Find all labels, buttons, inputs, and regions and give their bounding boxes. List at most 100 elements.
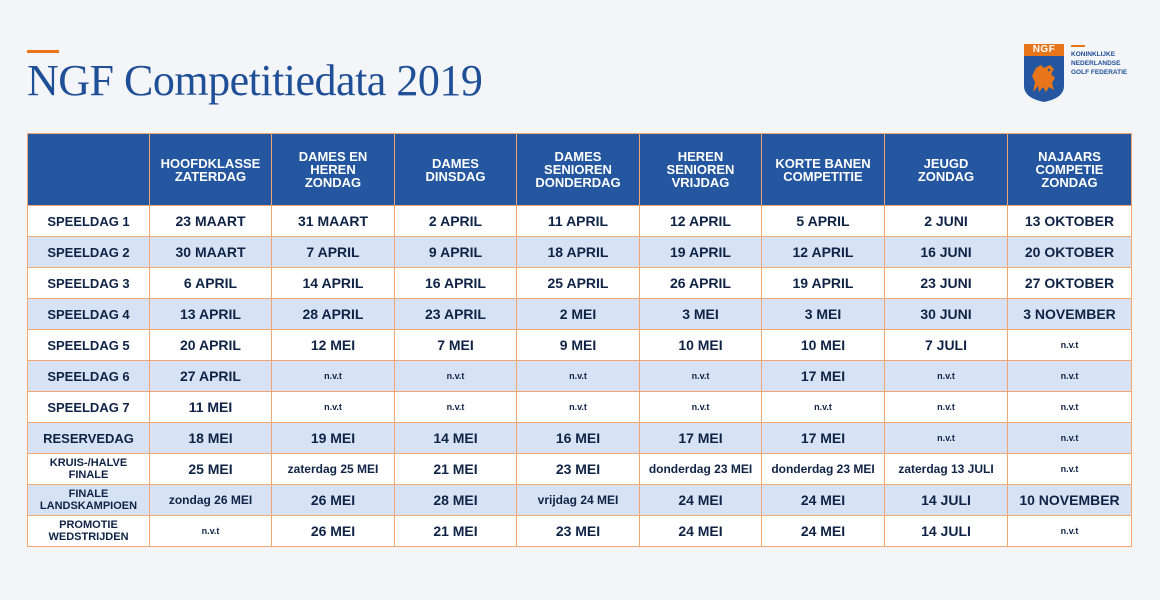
logo-line-3: GOLF FEDERATIE bbox=[1071, 69, 1128, 76]
row-header-cell: KRUIS-/HALVE FINALE bbox=[27, 453, 150, 485]
table-cell: 18 APRIL bbox=[516, 236, 640, 268]
table-cell: 16 MEI bbox=[516, 422, 640, 454]
table-cell: 16 APRIL bbox=[394, 267, 517, 299]
table-cell: 14 JULI bbox=[884, 515, 1008, 547]
table-cell: 19 APRIL bbox=[639, 236, 762, 268]
table-cell: 20 OKTOBER bbox=[1007, 236, 1132, 268]
table-cell: 21 MEI bbox=[394, 515, 517, 547]
table-cell: 18 MEI bbox=[149, 422, 272, 454]
table-cell: n.v.t bbox=[394, 391, 517, 423]
logo-badge: NGF bbox=[1024, 44, 1064, 56]
table-cell: n.v.t bbox=[884, 422, 1008, 454]
column-header-label: HOOFDKLASSE ZATERDAG bbox=[160, 155, 261, 184]
table-cell: 13 OKTOBER bbox=[1007, 205, 1132, 237]
table-row: SPEELDAG 7 11 MEI n.v.t n.v.t n.v.t n.v.t n.v.… bbox=[27, 391, 1132, 423]
table-cell: n.v.t bbox=[1007, 329, 1132, 361]
table-cell: 24 MEI bbox=[639, 515, 762, 547]
table-cell: 7 MEI bbox=[394, 329, 517, 361]
table-cell: n.v.t bbox=[639, 360, 762, 392]
row-header-cell: SPEELDAG 3 bbox=[27, 267, 150, 299]
table-cell: 23 MAART bbox=[149, 205, 272, 237]
table-cell: n.v.t bbox=[884, 360, 1008, 392]
table-cell: n.v.t bbox=[516, 391, 640, 423]
table-cell: 14 MEI bbox=[394, 422, 517, 454]
table-cell: n.v.t bbox=[1007, 360, 1132, 392]
table-cell: 10 MEI bbox=[639, 329, 762, 361]
table-cell: 14 JULI bbox=[884, 484, 1008, 516]
table-cell: 2 APRIL bbox=[394, 205, 517, 237]
table-cell: 26 MEI bbox=[271, 484, 395, 516]
table-cell: 25 APRIL bbox=[516, 267, 640, 299]
table-cell: 23 APRIL bbox=[394, 298, 517, 330]
table-cell: 26 MEI bbox=[271, 515, 395, 547]
table-cell: 14 APRIL bbox=[271, 267, 395, 299]
table-cell: 24 MEI bbox=[761, 515, 885, 547]
table-cell: 23 MEI bbox=[516, 515, 640, 547]
table-row: KRUIS-/HALVE FINALE 25 MEI zaterdag 25 MEI… bbox=[27, 453, 1132, 485]
row-header-cell: FINALE LANDSKAMPIOEN bbox=[27, 484, 150, 516]
table-cell: 23 MEI bbox=[516, 453, 640, 485]
row-header-cell: SPEELDAG 6 bbox=[27, 360, 150, 392]
table-cell: 17 MEI bbox=[761, 422, 885, 454]
lion-emblem-icon: NGF bbox=[1024, 44, 1064, 102]
table-cell: donderdag 23 MEI bbox=[761, 453, 885, 485]
table-cell: 30 MAART bbox=[149, 236, 272, 268]
table-row: RESERVEDAG 18 MEI 19 MEI 14 MEI 16 MEI 17 MEI… bbox=[27, 422, 1132, 454]
table-row: SPEELDAG 4 13 APRIL 28 APRIL 23 APRIL 2 MEI 3… bbox=[27, 298, 1132, 330]
table-cell: 24 MEI bbox=[639, 484, 762, 516]
header-corner-cell bbox=[27, 133, 150, 206]
ngf-logo: NGF KONINKLIJKE NEDERLANDSE GOLF FEDERAT… bbox=[1024, 44, 1144, 102]
table-cell: n.v.t bbox=[1007, 391, 1132, 423]
column-header-label: HEREN SENIOREN VRIJDAG bbox=[666, 149, 735, 190]
table-cell: 9 APRIL bbox=[394, 236, 517, 268]
column-header-label: DAMES DINSDAG bbox=[425, 155, 486, 184]
table-cell: 7 APRIL bbox=[271, 236, 395, 268]
column-header-label: NAJAARS COMPETIE ZONDAG bbox=[1035, 149, 1104, 190]
table-cell: n.v.t bbox=[149, 515, 272, 547]
table-cell: n.v.t bbox=[516, 360, 640, 392]
table-row: SPEELDAG 5 20 APRIL 12 MEI 7 MEI 9 MEI 10 MEI… bbox=[27, 329, 1132, 361]
column-header-label: DAMES EN HEREN ZONDAG bbox=[298, 149, 368, 190]
logo-line-2: NEDERLANDSE bbox=[1071, 60, 1121, 67]
table-cell: 11 APRIL bbox=[516, 205, 640, 237]
table-row: SPEELDAG 2 30 MAART 7 APRIL 9 APRIL 18 APRIL… bbox=[27, 236, 1132, 268]
table-cell: 12 APRIL bbox=[639, 205, 762, 237]
row-header-cell: SPEELDAG 7 bbox=[27, 391, 150, 423]
column-header: HOOFDKLASSE ZATERDAG bbox=[149, 133, 272, 206]
table-cell: 3 NOVEMBER bbox=[1007, 298, 1132, 330]
table-cell: donderdag 23 MEI bbox=[639, 453, 762, 485]
table-cell: 27 OKTOBER bbox=[1007, 267, 1132, 299]
row-header-cell: SPEELDAG 4 bbox=[27, 298, 150, 330]
table-cell: 5 APRIL bbox=[761, 205, 885, 237]
table-cell: 20 APRIL bbox=[149, 329, 272, 361]
table-cell: n.v.t bbox=[1007, 453, 1132, 485]
table-row: PROMOTIE WEDSTRIJDEN n.v.t 26 MEI 21 MEI 23 … bbox=[27, 515, 1132, 547]
table-cell: 21 MEI bbox=[394, 453, 517, 485]
column-header: DAMES DINSDAG bbox=[394, 133, 517, 206]
table-cell: 9 MEI bbox=[516, 329, 640, 361]
table-cell: 16 JUNI bbox=[884, 236, 1008, 268]
table-cell: 19 MEI bbox=[271, 422, 395, 454]
table-cell: 7 JULI bbox=[884, 329, 1008, 361]
column-header: HEREN SENIOREN VRIJDAG bbox=[639, 133, 762, 206]
table-cell: 27 APRIL bbox=[149, 360, 272, 392]
table-cell: 11 MEI bbox=[149, 391, 272, 423]
table-cell: n.v.t bbox=[1007, 515, 1132, 547]
table-header-row: HOOFDKLASSE ZATERDAG DAMES EN HEREN ZONDA… bbox=[27, 133, 1132, 206]
column-header-label: DAMES SENIOREN DONDERDAG bbox=[535, 149, 621, 190]
table-cell: 26 APRIL bbox=[639, 267, 762, 299]
table-cell: 10 MEI bbox=[761, 329, 885, 361]
column-header: KORTE BANEN COMPETITIE bbox=[761, 133, 885, 206]
table-row: SPEELDAG 1 23 MAART 31 MAART 2 APRIL 11 APRI… bbox=[27, 205, 1132, 237]
table-cell: 23 JUNI bbox=[884, 267, 1008, 299]
table-cell: n.v.t bbox=[394, 360, 517, 392]
table-cell: 3 MEI bbox=[761, 298, 885, 330]
table-cell: 12 MEI bbox=[271, 329, 395, 361]
table-cell: 13 APRIL bbox=[149, 298, 272, 330]
table-cell: 28 MEI bbox=[394, 484, 517, 516]
column-header: JEUGD ZONDAG bbox=[884, 133, 1008, 206]
logo-wordmark: KONINKLIJKE NEDERLANDSE GOLF FEDERATIE bbox=[1071, 45, 1147, 77]
column-header: NAJAARS COMPETIE ZONDAG bbox=[1007, 133, 1132, 206]
table-cell: 10 NOVEMBER bbox=[1007, 484, 1132, 516]
